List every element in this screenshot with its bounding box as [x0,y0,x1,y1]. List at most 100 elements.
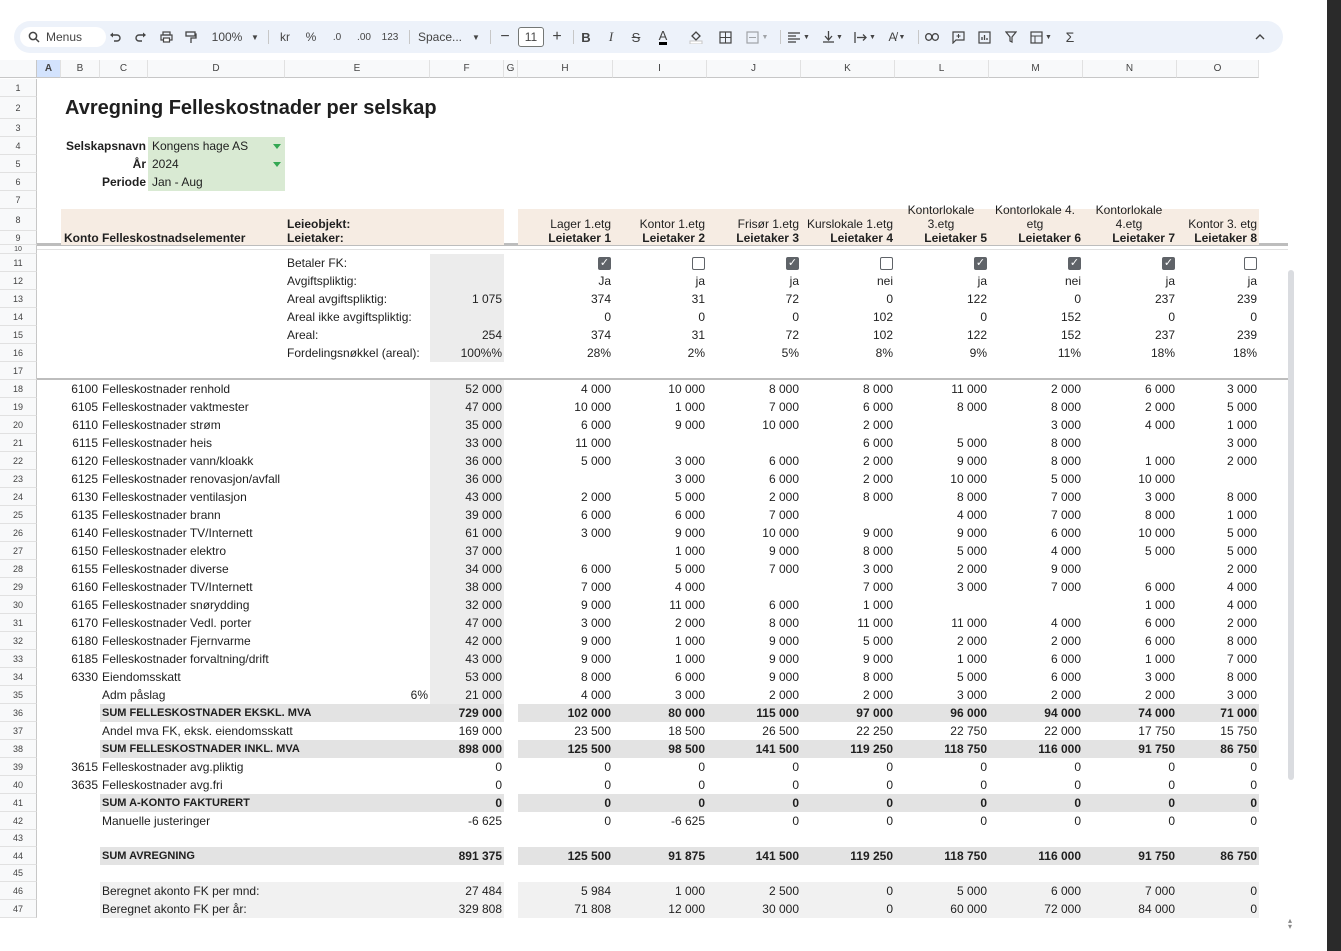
line-total[interactable]: 32 000 [465,598,502,612]
row-header[interactable]: 42 [0,812,37,830]
line-label[interactable]: Beregnet akonto FK per år: [102,902,247,916]
line-value[interactable]: 0 [980,814,987,828]
info-value[interactable]: 31 [691,328,705,342]
row-header[interactable]: 11 [0,254,37,272]
line-value[interactable]: 6 000 [674,670,705,684]
insert-link-icon[interactable] [924,21,940,53]
line-total[interactable]: 53 000 [465,670,502,684]
column-header-O[interactable]: O [1177,60,1259,78]
line-value[interactable]: 6 000 [1050,526,1081,540]
info-value[interactable]: 0 [1074,292,1081,306]
konto-code[interactable]: 6130 [71,490,98,504]
row-header[interactable]: 18 [0,380,37,398]
line-value[interactable]: 86 750 [1220,742,1257,756]
info-value[interactable]: 0 [1250,310,1257,324]
row-header[interactable]: 27 [0,542,37,560]
percent-format-button[interactable]: % [304,21,318,53]
line-value[interactable]: 8 000 [1144,508,1175,522]
info-value[interactable]: 72 [785,328,799,342]
info-value[interactable]: 374 [590,328,611,342]
line-value[interactable]: 9 000 [956,526,987,540]
line-value[interactable]: 0 [698,778,705,792]
strikethrough-icon[interactable]: S [631,29,641,45]
info-total[interactable] [430,308,504,326]
align-left-icon[interactable]: ▼ [788,31,810,43]
info-value[interactable]: ja [1165,274,1175,288]
number-format-button[interactable]: 123 [380,21,400,53]
konto-code[interactable]: 6135 [71,508,98,522]
line-value[interactable]: 11 000 [951,382,987,396]
line-value[interactable]: 0 [604,796,611,810]
row-header[interactable]: 2 [0,97,37,119]
konto-code[interactable]: 6185 [71,652,98,666]
line-value[interactable]: 91 750 [1138,849,1175,863]
info-value[interactable]: nei [876,274,893,288]
info-value[interactable]: 31 [691,292,705,306]
line-value[interactable]: 10 000 [1138,472,1175,486]
line-total[interactable]: 729 000 [458,706,502,720]
line-value[interactable]: 118 750 [944,849,987,863]
line-label[interactable]: Felleskostnader forvaltning/drift [102,652,269,666]
info-value[interactable]: 11% [1057,346,1081,360]
row-header[interactable]: 7 [0,191,37,209]
line-value[interactable]: 0 [886,884,893,898]
increase-font-size-icon[interactable]: + [552,28,562,45]
row-header[interactable]: 31 [0,614,37,632]
line-value[interactable]: 2 000 [862,688,893,702]
line-value[interactable] [613,434,707,452]
italic-icon[interactable]: I [608,29,614,44]
row-header[interactable]: 20 [0,416,37,434]
line-total[interactable]: 891 375 [458,849,502,863]
row-header[interactable]: 12 [0,272,37,290]
row-header[interactable]: 29 [0,578,37,596]
line-total[interactable]: 42 000 [465,634,502,648]
row-header[interactable]: 40 [0,776,37,794]
info-value[interactable]: 0 [604,310,611,324]
line-value[interactable]: 6 000 [1050,670,1081,684]
row-header[interactable]: 41 [0,794,37,812]
line-total[interactable]: 0 [495,796,502,810]
line-value[interactable]: 0 [886,796,893,810]
info-value[interactable]: 0 [1168,310,1175,324]
line-label[interactable]: Felleskostnader diverse [102,562,229,576]
line-label[interactable]: Felleskostnader snørydding [102,598,250,612]
row-header[interactable]: 6 [0,173,37,191]
line-value[interactable]: 0 [886,760,893,774]
line-label[interactable]: Eiendomsskatt [102,670,181,684]
line-value[interactable]: 22 250 [856,724,893,738]
info-value[interactable]: 0 [886,292,893,306]
line-label[interactable]: Felleskostnader Vedl. porter [102,616,252,630]
line-label[interactable]: Felleskostnader renhold [102,382,231,396]
info-value[interactable]: 237 [1154,328,1175,342]
row-header[interactable]: 44 [0,847,37,865]
line-value[interactable]: 3 000 [956,688,987,702]
line-value[interactable]: 8 000 [1050,436,1081,450]
checkbox-checked[interactable]: ✓ [1162,256,1175,270]
line-value[interactable]: 5 000 [580,454,611,468]
line-value[interactable]: 5 000 [1226,400,1257,414]
line-value[interactable]: 7 000 [768,562,799,576]
info-value[interactable]: 374 [590,292,611,306]
line-value[interactable]: 9 000 [580,634,611,648]
line-value[interactable]: 1 000 [674,652,705,666]
line-value[interactable]: 0 [886,902,893,916]
print-icon[interactable] [159,21,173,53]
paint-format-icon[interactable] [184,21,198,53]
select-all-corner[interactable] [0,60,37,78]
info-value[interactable]: 122 [966,292,987,306]
checkbox-unchecked[interactable] [692,256,705,270]
filter-icon[interactable] [1004,21,1018,53]
column-header-G[interactable]: G [504,60,518,78]
line-value[interactable]: 3 000 [580,616,611,630]
line-value[interactable]: 2 000 [1226,454,1257,468]
checkbox-unchecked[interactable] [1244,256,1257,270]
line-value[interactable]: 0 [604,814,611,828]
line-label[interactable]: Felleskostnader heis [102,436,213,450]
currency-format-button[interactable]: kr [278,21,292,53]
line-value[interactable]: 119 250 [850,849,893,863]
line-total[interactable]: 329 808 [458,902,502,916]
row-header[interactable]: 25 [0,506,37,524]
zoom-select[interactable]: 100% [210,21,244,53]
line-value[interactable]: 115 000 [756,706,799,720]
info-value[interactable]: nei [1064,274,1081,288]
